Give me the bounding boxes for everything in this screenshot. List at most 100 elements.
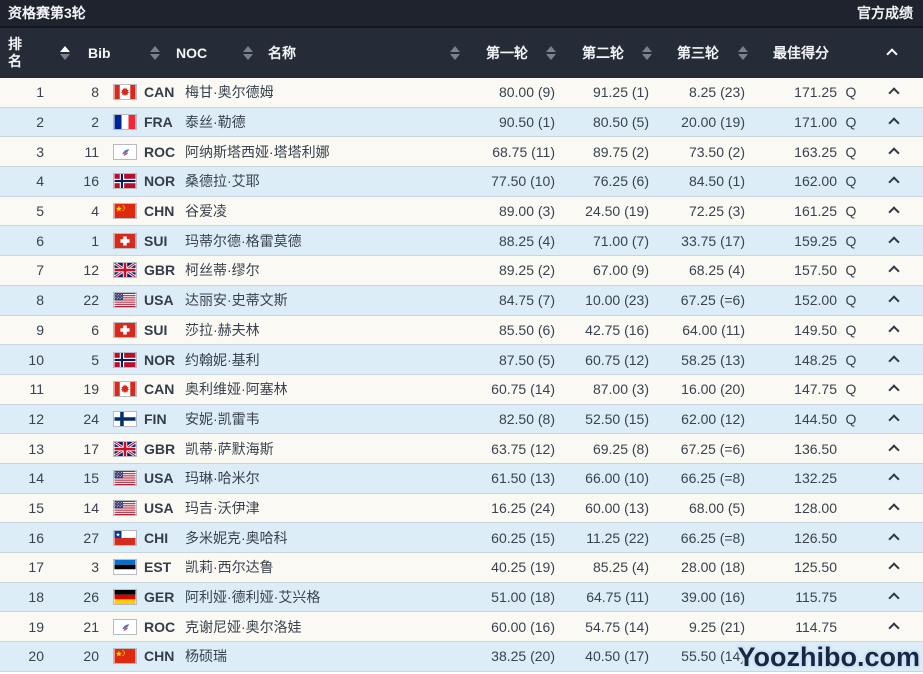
col-header-rank[interactable]: 排名 xyxy=(8,36,22,69)
qualified-badge: Q xyxy=(845,232,857,249)
collapse-row-icon[interactable] xyxy=(888,562,900,575)
sort-round1-icon[interactable] xyxy=(546,46,556,60)
collapse-row-icon[interactable] xyxy=(888,622,900,634)
collapse-row-icon[interactable] xyxy=(888,295,900,307)
collapse-row-cell[interactable] xyxy=(865,233,923,249)
table-row[interactable]: 17 3 EST 凯莉·西尔达鲁 40.25 (19) 85.25 (4) 28… xyxy=(0,553,923,583)
collapse-row-cell[interactable] xyxy=(865,292,923,308)
collapse-row-icon[interactable] xyxy=(888,503,900,515)
bib-cell: 16 xyxy=(83,173,99,190)
collapse-row-icon[interactable] xyxy=(888,87,900,100)
collapse-row-icon[interactable] xyxy=(888,473,900,485)
rank-cell: 10 xyxy=(28,351,44,368)
collapse-row-icon[interactable] xyxy=(888,265,900,278)
collapse-row-cell[interactable] xyxy=(865,500,923,516)
best-score: 128.00 xyxy=(794,499,837,516)
table-row[interactable]: 2 2 FRA 泰丝·勒德 90.50 (1) 80.50 (5) 20.00 … xyxy=(0,107,923,138)
col-header-name[interactable]: 名称 xyxy=(268,45,296,61)
collapse-row-cell[interactable] xyxy=(865,381,923,397)
col-header-bib[interactable]: Bib xyxy=(88,45,111,61)
collapse-row-cell[interactable] xyxy=(865,262,923,278)
noc-code: ROC xyxy=(144,618,176,635)
table-row[interactable]: 14 15 USA 玛琳·哈米尔 61.50 (13) 66.00 (10) 6… xyxy=(0,463,923,494)
table-row[interactable]: 18 26 GER 阿利娅·德利娅·艾兴格 51.00 (18) 64.75 (… xyxy=(0,582,923,613)
round2-score: 60.00 (13) xyxy=(585,499,649,516)
qualified-badge: Q xyxy=(845,410,857,427)
collapse-row-icon[interactable] xyxy=(888,236,900,248)
collapse-row-cell[interactable] xyxy=(865,322,923,338)
best-score: 171.00 xyxy=(794,114,837,131)
table-row[interactable]: 3 11 ROC 阿纳斯塔西娅·塔塔利娜 68.75 (11) 89.75 (2… xyxy=(0,137,923,168)
table-row[interactable]: 1 8 CAN 梅甘·奥尔德姆 80.00 (9) 91.25 (1) 8.25… xyxy=(0,78,923,108)
table-row[interactable]: 11 19 CAN 奥利维娅·阿塞林 60.75 (14) 87.00 (3) … xyxy=(0,374,923,405)
flag-icon xyxy=(113,529,137,546)
bib-cell: 22 xyxy=(83,292,99,309)
collapse-row-cell[interactable] xyxy=(865,441,923,457)
table-row[interactable]: 7 12 GBR 柯丝蒂·缪尔 89.25 (2) 67.00 (9) 68.2… xyxy=(0,256,923,286)
athlete-name: 谷爱凌 xyxy=(185,203,227,220)
flag-icon xyxy=(113,321,137,338)
collapse-row-icon[interactable] xyxy=(888,532,900,545)
collapse-row-icon[interactable] xyxy=(888,354,900,367)
rank-cell: 6 xyxy=(36,232,44,249)
collapse-all-icon[interactable] xyxy=(886,45,898,61)
table-row[interactable]: 5 4 CHN 谷爱凌 89.00 (3) 24.50 (19) 72.25 (… xyxy=(0,196,923,227)
collapse-row-cell[interactable] xyxy=(865,589,923,605)
collapse-row-cell[interactable] xyxy=(865,114,923,130)
sort-noc-icon[interactable] xyxy=(243,46,253,60)
collapse-row-cell[interactable] xyxy=(865,411,923,427)
collapse-row-icon[interactable] xyxy=(888,325,900,337)
noc-cell: ROC xyxy=(105,143,183,160)
collapse-row-cell[interactable] xyxy=(865,352,923,368)
collapse-row-cell[interactable] xyxy=(865,619,923,635)
sort-name-icon[interactable] xyxy=(450,46,460,60)
athlete-name: 凯蒂·萨默海斯 xyxy=(185,440,274,457)
sort-round3-icon[interactable] xyxy=(738,46,748,60)
collapse-row-icon[interactable] xyxy=(888,206,900,218)
athlete-name: 莎拉·赫夫林 xyxy=(185,321,260,338)
table-row[interactable]: 12 24 FIN 安妮·凯雷韦 82.50 (8) 52.50 (15) 62… xyxy=(0,404,923,435)
rank-cell: 12 xyxy=(28,410,44,427)
collapse-row-cell[interactable] xyxy=(865,84,923,100)
collapse-row-cell[interactable] xyxy=(865,559,923,575)
collapse-row-icon[interactable] xyxy=(888,176,900,189)
table-row[interactable]: 10 5 NOR 约翰妮·基利 87.50 (5) 60.75 (12) 58.… xyxy=(0,345,923,375)
col-header-round2[interactable]: 第二轮 xyxy=(582,45,624,61)
noc-code: SUI xyxy=(144,232,168,249)
collapse-row-icon[interactable] xyxy=(888,592,900,604)
round3-score: 66.25 (=8) xyxy=(680,470,745,487)
col-header-round3[interactable]: 第三轮 xyxy=(677,45,719,61)
collapse-row-icon[interactable] xyxy=(888,117,900,129)
collapse-row-cell[interactable] xyxy=(865,203,923,219)
collapse-row-icon[interactable] xyxy=(888,443,900,456)
col-header-round1[interactable]: 第一轮 xyxy=(486,45,528,61)
collapse-row-cell[interactable] xyxy=(865,530,923,546)
bib-cell: 6 xyxy=(91,321,99,338)
table-body: 1 8 CAN 梅甘·奥尔德姆 80.00 (9) 91.25 (1) 8.25… xyxy=(0,78,923,672)
table-row[interactable]: 9 6 SUI 莎拉·赫夫林 85.50 (6) 42.75 (16) 64.0… xyxy=(0,315,923,346)
bib-cell: 12 xyxy=(83,262,99,279)
sort-round2-icon[interactable] xyxy=(642,46,652,60)
collapse-row-icon[interactable] xyxy=(888,414,900,426)
athlete-name: 达丽安·史蒂文斯 xyxy=(185,292,288,309)
collapse-row-cell[interactable] xyxy=(865,470,923,486)
collapse-row-cell[interactable] xyxy=(865,144,923,160)
sort-rank-icon[interactable] xyxy=(60,46,70,60)
collapse-row-icon[interactable] xyxy=(888,384,900,396)
table-row[interactable]: 6 1 SUI 玛蒂尔德·格雷莫德 88.25 (4) 71.00 (7) 33… xyxy=(0,226,923,257)
col-header-noc[interactable]: NOC xyxy=(176,45,208,61)
table-row[interactable]: 15 14 USA 玛吉·沃伊津 16.25 (24) 60.00 (13) 6… xyxy=(0,493,923,524)
round2-score: 89.75 (2) xyxy=(592,143,649,160)
table-row[interactable]: 16 27 CHI 多米妮克·奥哈科 60.25 (15) 11.25 (22)… xyxy=(0,523,923,553)
collapse-row-cell[interactable] xyxy=(865,173,923,189)
collapse-row-icon[interactable] xyxy=(888,147,900,159)
table-row[interactable]: 13 17 GBR 凯蒂·萨默海斯 63.75 (12) 69.25 (8) 6… xyxy=(0,434,923,464)
table-row[interactable]: 19 21 ROC 克谢尼娅·奥尔洛娃 60.00 (16) 54.75 (14… xyxy=(0,612,923,643)
sort-bib-icon[interactable] xyxy=(150,46,160,60)
noc-code: SUI xyxy=(144,321,168,338)
rank-cell: 18 xyxy=(28,589,44,606)
table-row[interactable]: 4 16 NOR 桑德拉·艾耶 77.50 (10) 76.25 (6) 84.… xyxy=(0,167,923,197)
table-row[interactable]: 20 20 CHN 杨硕瑞 38.25 (20) 40.50 (17) 55.5… xyxy=(0,642,923,672)
table-row[interactable]: 8 22 USA 达丽安·史蒂文斯 84.75 (7) 10.00 (23) 6… xyxy=(0,285,923,316)
col-header-best[interactable]: 最佳得分 xyxy=(773,45,829,61)
